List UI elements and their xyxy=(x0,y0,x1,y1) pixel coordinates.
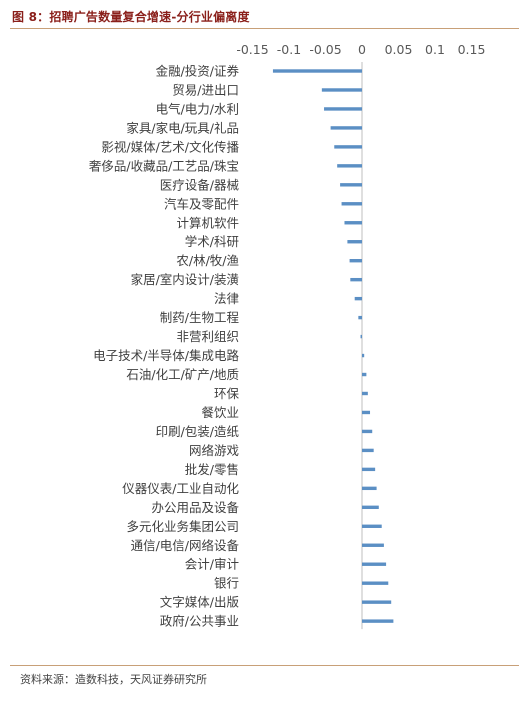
category-label: 电子技术/半导体/集成电路 xyxy=(93,348,239,363)
category-label: 政府/公共事业 xyxy=(160,614,239,629)
bar xyxy=(362,619,394,623)
bar xyxy=(324,107,362,111)
x-tick-label: 0.05 xyxy=(385,42,413,57)
x-tick-label: 0.1 xyxy=(425,42,445,57)
category-label: 家居/室内设计/装潢 xyxy=(131,272,239,287)
bar xyxy=(362,505,379,510)
bar xyxy=(362,581,389,585)
bar xyxy=(340,183,362,187)
top-divider xyxy=(10,28,519,29)
bar xyxy=(360,334,362,339)
category-label: 环保 xyxy=(214,386,240,401)
category-label: 仪器仪表/工业自动化 xyxy=(122,481,239,496)
category-label: 网络游戏 xyxy=(189,443,239,458)
category-label: 奢侈品/收藏品/工艺品/珠宝 xyxy=(89,158,239,173)
bar xyxy=(347,240,362,244)
category-label: 影视/媒体/艺术/文化传播 xyxy=(101,139,239,154)
bar xyxy=(362,448,374,453)
x-tick-label: -0.15 xyxy=(236,42,268,57)
category-label: 农/林/牧/渔 xyxy=(176,253,239,268)
bar xyxy=(334,145,362,149)
x-tick-label: -0.05 xyxy=(309,42,341,57)
category-label: 法律 xyxy=(214,291,239,306)
category-label: 电气/电力/水利 xyxy=(156,101,239,116)
bar xyxy=(362,543,384,547)
bar xyxy=(344,221,362,225)
bar xyxy=(362,486,377,491)
bottom-divider xyxy=(10,665,519,666)
category-label: 汽车及零配件 xyxy=(164,196,239,211)
source-note: 资料来源：造数科技，天风证券研究所 xyxy=(20,673,207,686)
bar xyxy=(362,467,376,472)
bar xyxy=(362,372,367,377)
bar xyxy=(337,164,362,168)
x-tick-label: -0.1 xyxy=(277,42,301,57)
category-label: 非营利组织 xyxy=(176,329,239,344)
category-label: 办公用品及设备 xyxy=(151,500,239,515)
category-label: 制药/生物工程 xyxy=(160,310,240,325)
bar xyxy=(330,126,362,130)
category-label: 印刷/包装/造纸 xyxy=(156,424,240,439)
bar xyxy=(354,296,362,301)
category-label: 贸易/进出口 xyxy=(172,82,239,97)
category-label: 批发/零售 xyxy=(185,462,239,477)
bar xyxy=(362,524,382,528)
bar xyxy=(272,69,362,73)
bar xyxy=(362,429,373,434)
category-label: 文字媒体/出版 xyxy=(160,595,240,610)
bar xyxy=(350,277,362,282)
category-label: 石油/化工/矿产/地质 xyxy=(126,367,239,382)
x-tick-label: 0.15 xyxy=(458,42,486,57)
category-label: 家具/家电/玩具/礼品 xyxy=(126,120,239,135)
bar xyxy=(321,88,362,92)
category-label: 学术/科研 xyxy=(185,234,239,249)
bar xyxy=(358,315,362,320)
bar xyxy=(362,410,371,415)
category-label: 多元化业务集团公司 xyxy=(126,519,239,534)
bar-chart: -0.15 -0.1 -0.05 0 0.05 0.1 0.15 金融/投资/证券贸易/进出口… xyxy=(89,42,486,630)
chart-title: 图 8：招聘广告数量复合增速-分行业偏离度 xyxy=(12,10,250,24)
bar xyxy=(349,259,362,263)
category-label: 餐饮业 xyxy=(201,405,239,420)
category-label: 通信/电信/网络设备 xyxy=(131,538,240,553)
category-label: 计算机软件 xyxy=(176,215,239,230)
bar xyxy=(341,202,362,206)
category-label: 医疗设备/器械 xyxy=(160,177,240,192)
bar xyxy=(362,562,387,566)
x-tick-label: 0 xyxy=(358,42,366,57)
bar xyxy=(362,391,368,396)
category-label: 银行 xyxy=(214,576,239,591)
bar xyxy=(362,600,392,604)
category-label: 会计/审计 xyxy=(185,557,239,572)
bar xyxy=(362,353,365,358)
category-label: 金融/投资/证券 xyxy=(156,64,240,79)
